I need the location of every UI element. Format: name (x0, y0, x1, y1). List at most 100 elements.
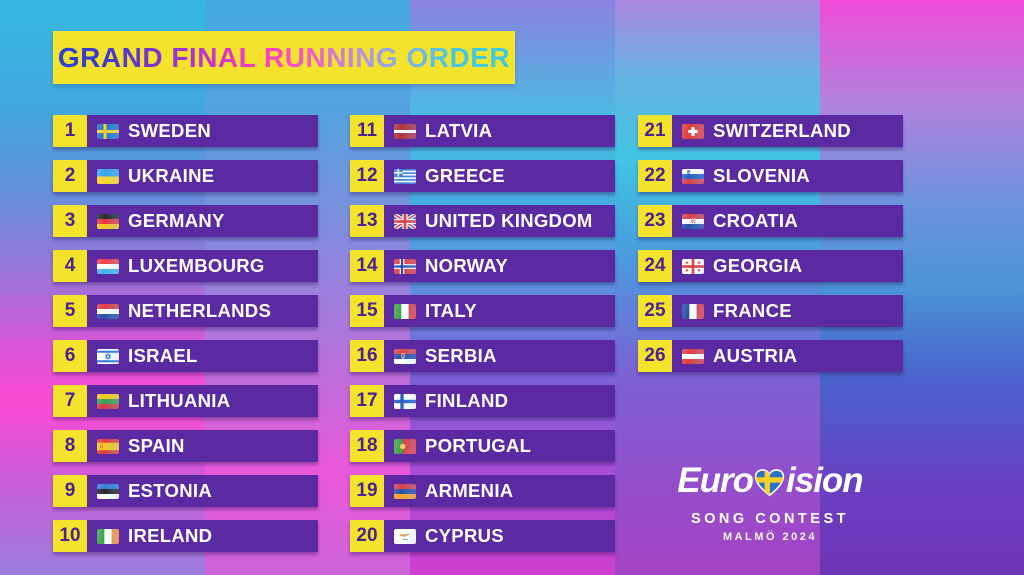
entry-number: 3 (53, 205, 87, 237)
entry-row-13: 13 UNITED KINGDOM (350, 205, 615, 237)
entry-number: 24 (638, 250, 672, 282)
entry-country: SWEDEN (128, 120, 211, 141)
georgia-flag-icon (682, 258, 704, 274)
italy-flag-icon (394, 303, 416, 319)
entry-row-2: 2 UKRAINE (53, 160, 318, 192)
entry-number: 1 (53, 115, 87, 147)
portugal-flag-icon (394, 438, 416, 454)
logo-malmo-2024: MALMÖ 2024 (722, 531, 818, 543)
entry-row-20: 20 CYPRUS (350, 520, 615, 552)
entry-number: 11 (350, 115, 384, 147)
entry-country: FINLAND (425, 390, 509, 411)
entry-bar: LATVIA (384, 115, 615, 147)
entry-row-12: 12 GREECE (350, 160, 615, 192)
entry-country: UKRAINE (128, 165, 215, 186)
entry-country: NORWAY (425, 255, 509, 276)
entry-bar: CYPRUS (384, 520, 615, 552)
entry-number: 26 (638, 340, 672, 372)
entry-country: SERBIA (425, 345, 497, 366)
entry-bar: LITHUANIA (87, 385, 318, 417)
entry-row-1: 1 SWEDEN (53, 115, 318, 147)
entry-row-17: 17 FINLAND (350, 385, 615, 417)
croatia-flag-icon (682, 213, 704, 229)
entry-number: 16 (350, 340, 384, 372)
germany-flag-icon (97, 213, 119, 229)
entry-row-8: 8 SPAIN (53, 430, 318, 462)
entry-number: 22 (638, 160, 672, 192)
entry-bar: SLOVENIA (672, 160, 903, 192)
logo-wordmark-pre: Euro (677, 461, 754, 500)
armenia-flag-icon (394, 483, 416, 499)
entry-bar: NETHERLANDS (87, 295, 318, 327)
entry-row-18: 18 PORTUGAL (350, 430, 615, 462)
logo-wordmark: Euro ision (636, 458, 904, 509)
entry-row-5: 5 NETHERLANDS (53, 295, 318, 327)
lithuania-flag-icon (97, 393, 119, 409)
entry-country: GREECE (425, 165, 505, 186)
entry-country: IRELAND (128, 525, 213, 546)
entry-country: ESTONIA (128, 480, 212, 501)
entry-country: FRANCE (713, 300, 792, 321)
entry-row-23: 23 CROATIA (638, 205, 903, 237)
entry-bar: CROATIA (672, 205, 903, 237)
israel-flag-icon (97, 348, 119, 364)
entry-country: SWITZERLAND (713, 120, 851, 141)
entry-number: 6 (53, 340, 87, 372)
slovenia-flag-icon (682, 168, 704, 184)
serbia-flag-icon (394, 348, 416, 364)
greece-flag-icon (394, 168, 416, 184)
ukraine-flag-icon (97, 168, 119, 184)
entry-bar: NORWAY (384, 250, 615, 282)
entry-number: 21 (638, 115, 672, 147)
entry-number: 23 (638, 205, 672, 237)
entry-number: 2 (53, 160, 87, 192)
entry-bar: AUSTRIA (672, 340, 903, 372)
entry-number: 14 (350, 250, 384, 282)
logo-wordmark-post: ision (786, 461, 864, 500)
entry-country: LITHUANIA (128, 390, 231, 411)
entry-bar: SWITZERLAND (672, 115, 903, 147)
entry-row-6: 6 ISRAEL (53, 340, 318, 372)
entry-bar: GEORGIA (672, 250, 903, 282)
entry-bar: UKRAINE (87, 160, 318, 192)
entry-country: AUSTRIA (713, 345, 798, 366)
entry-row-24: 24 GEORGIA (638, 250, 903, 282)
spain-flag-icon (97, 438, 119, 454)
entry-bar: SWEDEN (87, 115, 318, 147)
finland-flag-icon (394, 393, 416, 409)
entry-row-19: 19 ARMENIA (350, 475, 615, 507)
page-title: GRAND FINAL RUNNING ORDER (57, 41, 511, 73)
cyprus-flag-icon (394, 528, 416, 544)
entry-bar: SPAIN (87, 430, 318, 462)
entry-bar: IRELAND (87, 520, 318, 552)
entry-row-22: 22 SLOVENIA (638, 160, 903, 192)
entry-number: 4 (53, 250, 87, 282)
entry-country: PORTUGAL (425, 435, 532, 456)
entry-row-26: 26 AUSTRIA (638, 340, 903, 372)
united-kingdom-flag-icon (394, 213, 416, 229)
running-order-column-3: 21 SWITZERLAND 22 SLOVENIA 23 CROATIA 24 GEORGI… (638, 115, 903, 385)
entry-bar: FRANCE (672, 295, 903, 327)
heart-icon (754, 463, 785, 509)
latvia-flag-icon (394, 123, 416, 139)
entry-row-15: 15 ITALY (350, 295, 615, 327)
entry-number: 25 (638, 295, 672, 327)
entry-number: 5 (53, 295, 87, 327)
france-flag-icon (682, 303, 704, 319)
entry-row-21: 21 SWITZERLAND (638, 115, 903, 147)
running-order-column-1: 1 SWEDEN 2 UKRAINE 3 GERMANY 4 LUXEMBOURG 5 NETHE… (53, 115, 318, 565)
entry-number: 10 (53, 520, 87, 552)
entry-bar: ARMENIA (384, 475, 615, 507)
sweden-flag-icon (97, 123, 119, 139)
entry-bar: UNITED KINGDOM (384, 205, 615, 237)
eurovision-logo: Euro ision SONG CONTEST MALMÖ 2024 (636, 458, 904, 543)
entry-number: 15 (350, 295, 384, 327)
ireland-flag-icon (97, 528, 119, 544)
entry-bar: SERBIA (384, 340, 615, 372)
entry-row-16: 16 SERBIA (350, 340, 615, 372)
entry-row-3: 3 GERMANY (53, 205, 318, 237)
estonia-flag-icon (97, 483, 119, 499)
entry-number: 19 (350, 475, 384, 507)
title-banner: GRAND FINAL RUNNING ORDER (53, 31, 515, 84)
